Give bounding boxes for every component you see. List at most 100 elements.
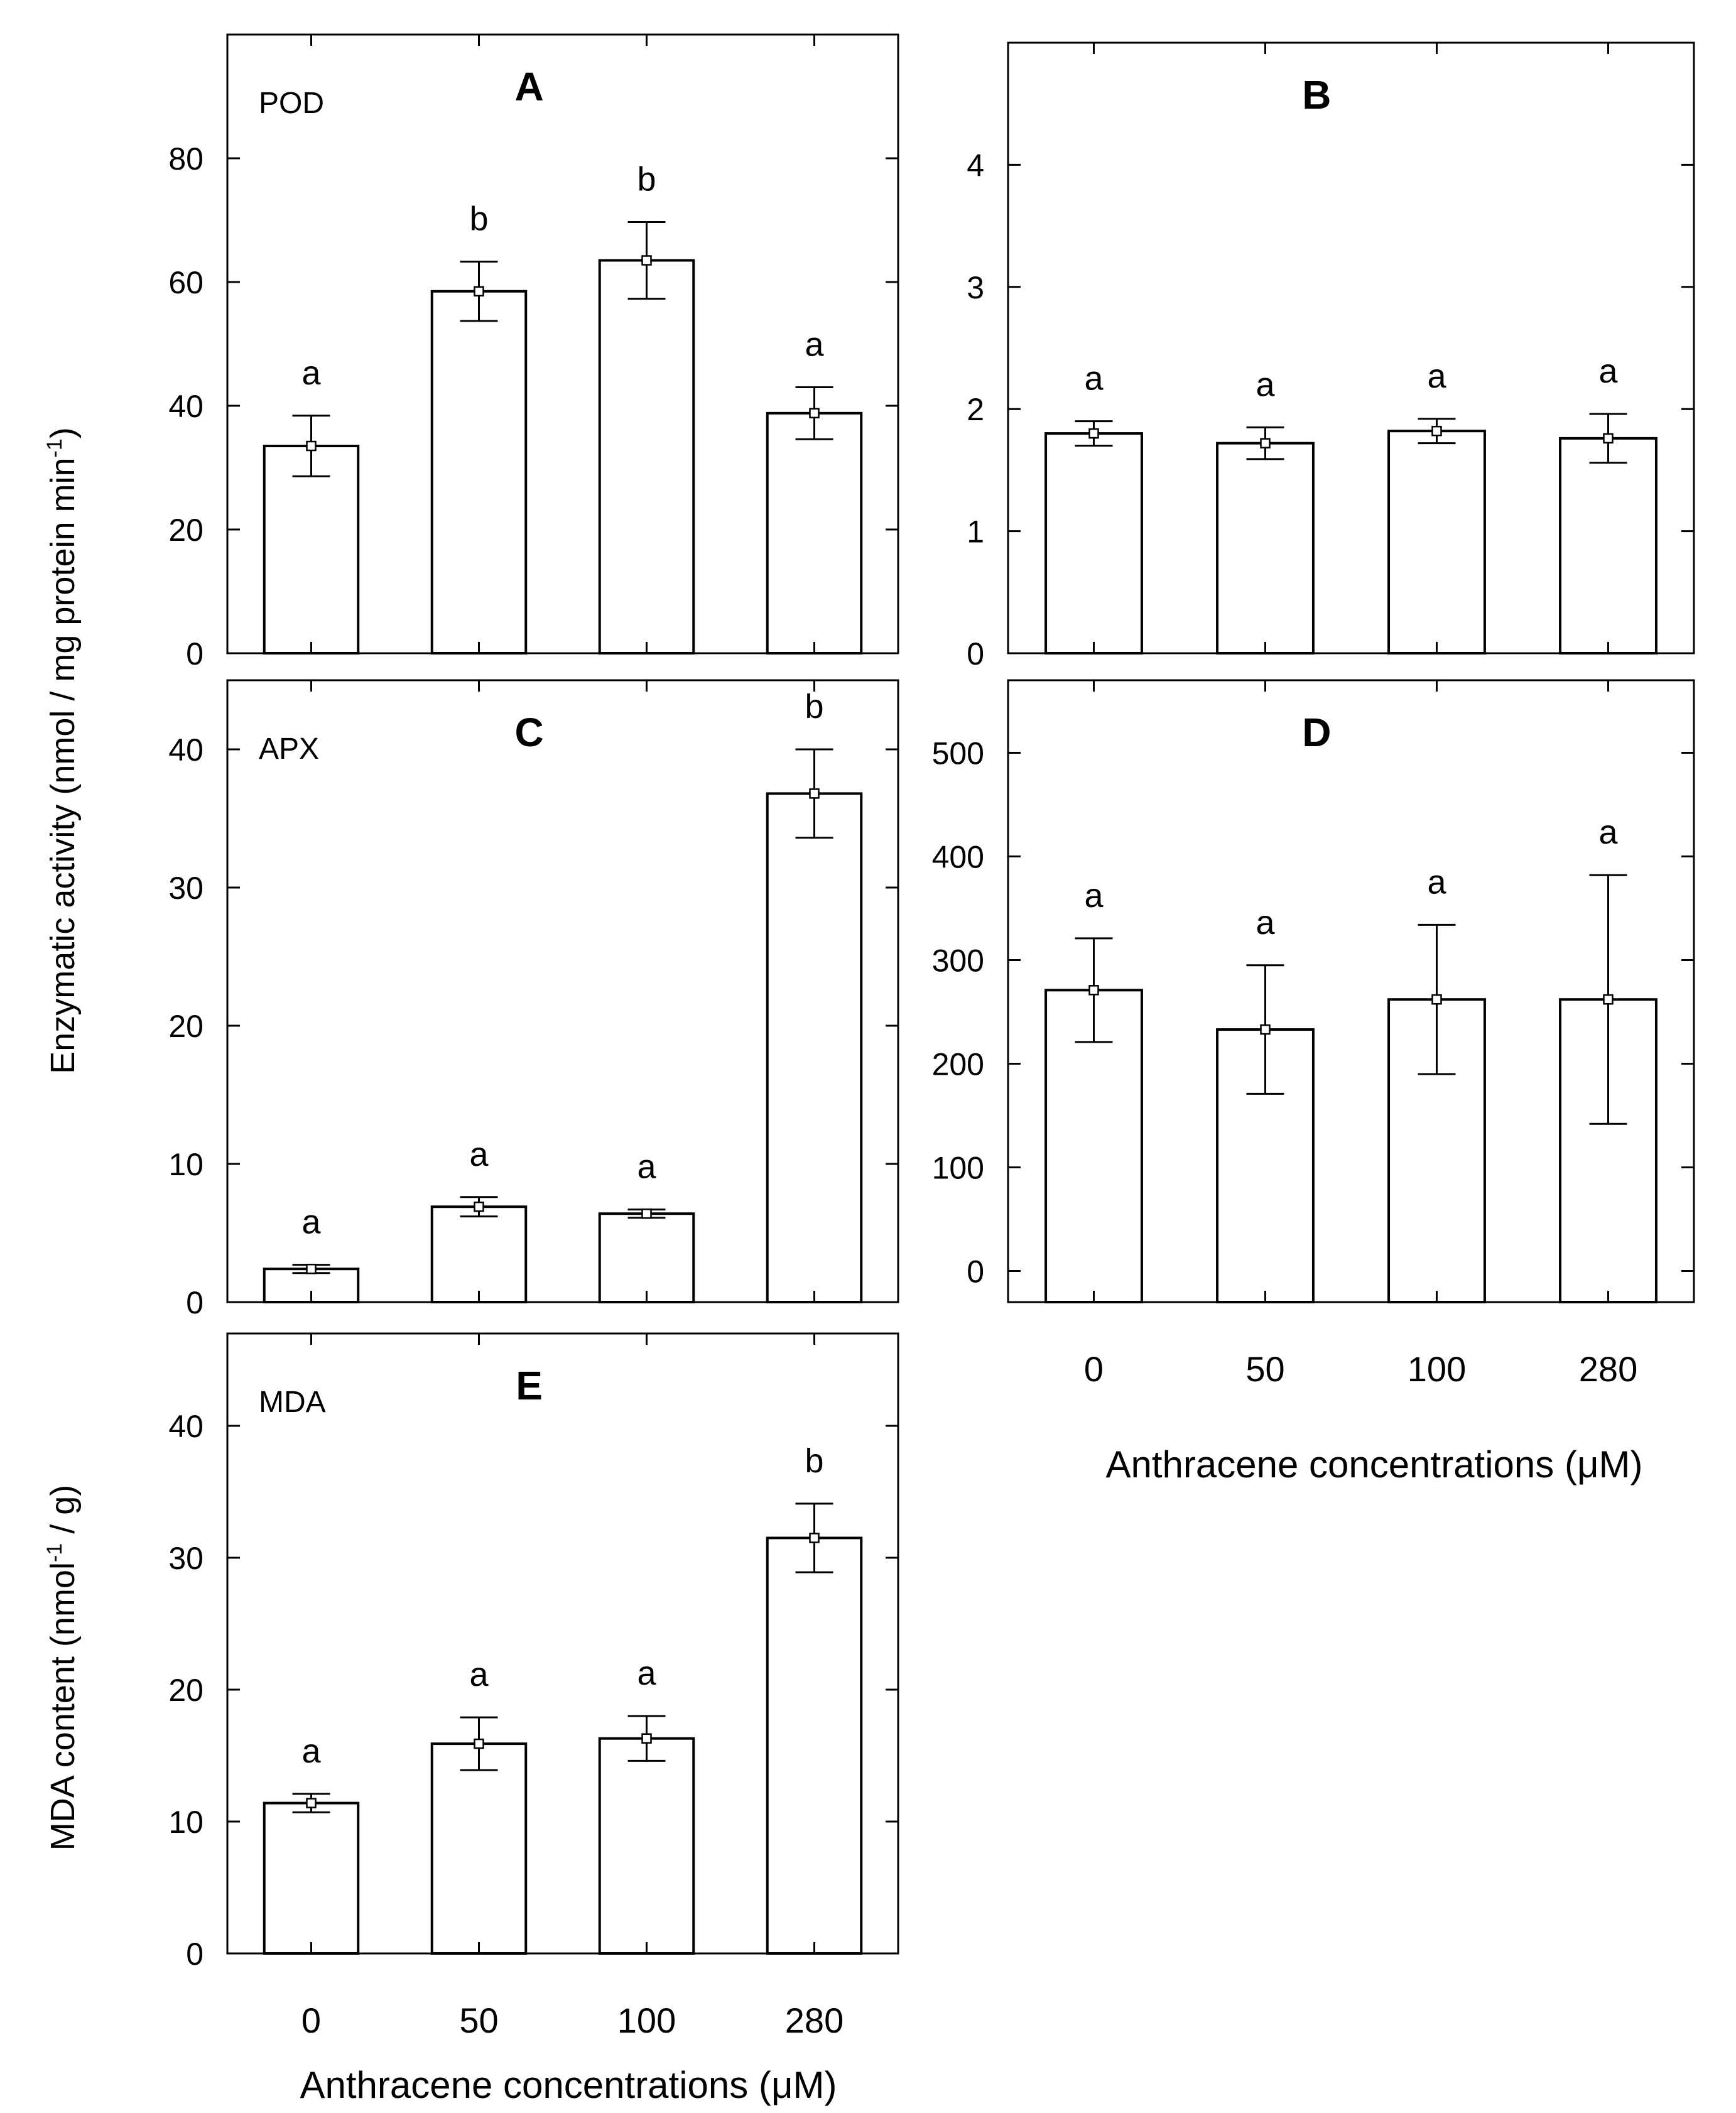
bar-a-50 (430, 290, 528, 655)
bar-c-0 (263, 1268, 360, 1303)
significance-a-100: b (637, 160, 656, 198)
mean-marker-b (1431, 425, 1442, 437)
significance-c-280: b (805, 688, 823, 725)
significance-c-50: a (469, 1136, 489, 1173)
bar-c-50 (430, 1205, 528, 1303)
bar-e-50 (430, 1742, 528, 1955)
y-tick-label-e: 20 (168, 1673, 203, 1708)
mean-marker-d (1260, 1024, 1271, 1035)
mean-marker-a (306, 440, 317, 452)
panel-label-a: POD (259, 87, 324, 120)
x-tick-label-e: 280 (785, 2001, 844, 2040)
panel-e-frame (226, 1332, 899, 1955)
panel-d-frame (1007, 679, 1695, 1303)
panel-d: 0 100 200 300 400 500 Da 0 a 50 a 100 a 280 (932, 679, 1695, 1389)
y-axis-label-enzymatic: Enzymatic activity (nmol / mg protein mi… (43, 427, 82, 1074)
y-tick-label-a: 40 (168, 389, 203, 424)
y-tick-label-e: 0 (186, 1936, 203, 1972)
y-tick-label-d: 0 (967, 1254, 984, 1290)
y-axis-label-mda-sup: -1 (43, 1543, 67, 1562)
significance-e-0: a (301, 1732, 321, 1770)
y-tick-label-a: 0 (186, 636, 203, 671)
panel-letter-c: C (514, 710, 543, 755)
y-tick-label-c: 20 (168, 1009, 203, 1044)
y-axis-label-mda: MDA content (nmol-1 / g) (43, 1485, 82, 1850)
y-axis-label-main-text: Enzymatic activity (nmol / mg protein mi… (44, 457, 82, 1073)
panel-e: 0 10 20 30 40 E MDA a 0 a 50 a 100 b 280 (168, 1332, 899, 2040)
panel-a: 0 20 40 60 80 A POD a b b a (168, 33, 899, 671)
x-axis-label-left: Anthracene concentrations (μM) (300, 2064, 837, 2106)
significance-b-280: a (1598, 352, 1618, 390)
panel-c: 0 10 20 30 40 C APX a a a b (168, 679, 899, 1320)
y-tick-label-d: 500 (932, 736, 984, 771)
mean-marker-b (1603, 433, 1614, 444)
significance-c-100: a (637, 1148, 656, 1186)
y-tick-label-a: 80 (168, 141, 203, 177)
y-axis-label-main-sup: -1 (43, 438, 67, 457)
significance-a-280: a (805, 325, 824, 363)
y-tick-label-b: 3 (967, 270, 984, 305)
mean-marker-b (1088, 428, 1099, 439)
panel-b-frame (1007, 41, 1695, 655)
bar-b-50 (1216, 442, 1315, 655)
significance-d-0: a (1084, 877, 1104, 915)
panel-letter-b: B (1302, 72, 1331, 117)
bar-b-100 (1387, 430, 1486, 655)
mean-marker-d (1088, 985, 1099, 996)
mean-marker-a (809, 408, 820, 419)
significance-b-100: a (1427, 357, 1446, 395)
mean-marker-d (1603, 994, 1614, 1005)
y-tick-label-b: 2 (967, 392, 984, 427)
panels-group: 0 20 40 60 80 A POD a b b a 0 1 2 3 4 Ba a a a 0 10 20 30 40 C APX… (168, 33, 1695, 2040)
significance-e-280: b (805, 1442, 823, 1480)
mean-marker-b (1260, 438, 1271, 448)
panel-letter-d: D (1302, 710, 1331, 755)
mean-marker-d (1431, 994, 1442, 1005)
panel-letter-e: E (516, 1363, 543, 1408)
y-tick-label-d: 200 (932, 1047, 984, 1082)
y-tick-label-c: 40 (168, 732, 203, 768)
y-axis-label-mda-close: / g) (44, 1485, 82, 1543)
mean-marker-c (306, 1263, 317, 1274)
bar-a-100 (598, 259, 695, 655)
significance-d-280: a (1598, 813, 1618, 851)
mean-marker-e (809, 1533, 820, 1543)
significance-a-0: a (301, 354, 321, 392)
y-tick-label-b: 0 (967, 636, 984, 671)
y-tick-label-e: 10 (168, 1805, 203, 1840)
significance-c-0: a (301, 1203, 321, 1241)
x-tick-label-e: 50 (459, 2001, 498, 2040)
significance-d-50: a (1256, 904, 1275, 942)
y-tick-label-d: 300 (932, 943, 984, 979)
y-axis-label-mda-text: MDA content (nmol (44, 1562, 82, 1850)
mean-marker-a (474, 286, 484, 297)
y-tick-label-a: 20 (168, 513, 203, 548)
mean-marker-c (809, 788, 820, 799)
y-tick-label-a: 60 (168, 265, 203, 300)
significance-b-0: a (1084, 360, 1104, 398)
mean-marker-c (641, 1208, 652, 1219)
y-tick-label-b: 4 (967, 148, 984, 183)
bar-e-0 (263, 1801, 360, 1955)
bar-b-280 (1559, 437, 1657, 655)
mean-marker-e (306, 1798, 317, 1808)
significance-b-50: a (1256, 366, 1275, 403)
bar-e-280 (766, 1536, 863, 1955)
mean-marker-e (474, 1738, 484, 1749)
panel-a-frame (226, 33, 899, 655)
y-tick-label-b: 1 (967, 514, 984, 550)
x-tick-label-d: 100 (1408, 1349, 1466, 1389)
y-tick-label-c: 10 (168, 1147, 203, 1182)
x-tick-label-d: 280 (1579, 1349, 1637, 1389)
y-tick-label-e: 40 (168, 1409, 203, 1444)
significance-d-100: a (1427, 863, 1446, 901)
bar-b-0 (1044, 432, 1143, 655)
y-tick-label-d: 400 (932, 840, 984, 875)
panel-b: 0 1 2 3 4 Ba a a a (967, 41, 1695, 671)
panel-label-c: APX (259, 732, 319, 766)
mean-marker-a (641, 255, 652, 266)
panel-c-frame (226, 679, 899, 1303)
significance-e-50: a (469, 1656, 489, 1693)
